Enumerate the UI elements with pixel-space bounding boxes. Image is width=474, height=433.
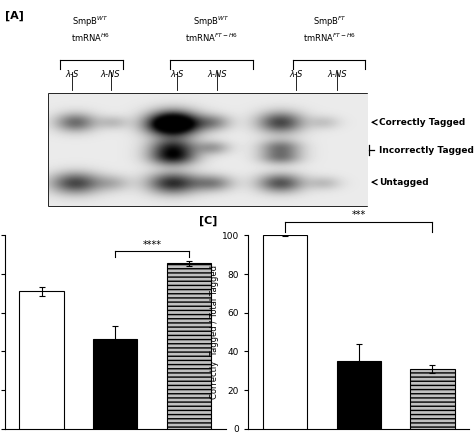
Text: SmpB$^{WT}$
tmRNA$^{H6}$: SmpB$^{WT}$ tmRNA$^{H6}$ [71, 15, 110, 44]
Text: SmpB$^{FT}$
tmRNA$^{FT-H6}$: SmpB$^{FT}$ tmRNA$^{FT-H6}$ [303, 15, 356, 44]
Text: [C]: [C] [200, 216, 218, 226]
Text: Incorrectly Tagged: Incorrectly Tagged [379, 146, 474, 155]
Bar [19, 291, 64, 429]
Y-axis label: Correctly  Tagged / Total Tagged: Correctly Tagged / Total Tagged [210, 265, 219, 399]
Bar [49, 94, 367, 206]
Text: SmpB$^{WT}$
tmRNA$^{FT-H6}$: SmpB$^{WT}$ tmRNA$^{FT-H6}$ [185, 15, 238, 44]
Bar [263, 236, 307, 429]
Bar [410, 369, 455, 429]
Text: λ-NS: λ-NS [327, 70, 346, 78]
Text: Correctly Tagged: Correctly Tagged [379, 118, 465, 127]
Text: ****: **** [143, 240, 162, 250]
Text: [A]: [A] [5, 11, 24, 21]
Text: λ-NS: λ-NS [208, 70, 228, 78]
Text: Untagged: Untagged [379, 178, 428, 187]
Bar [167, 263, 211, 429]
Text: λ-S: λ-S [290, 70, 303, 78]
Text: λ-NS: λ-NS [101, 70, 120, 78]
Bar [93, 339, 137, 429]
Text: λ-S: λ-S [170, 70, 183, 78]
Text: ***: *** [352, 210, 366, 220]
Text: λ-S: λ-S [65, 70, 79, 78]
Bar [337, 361, 381, 429]
